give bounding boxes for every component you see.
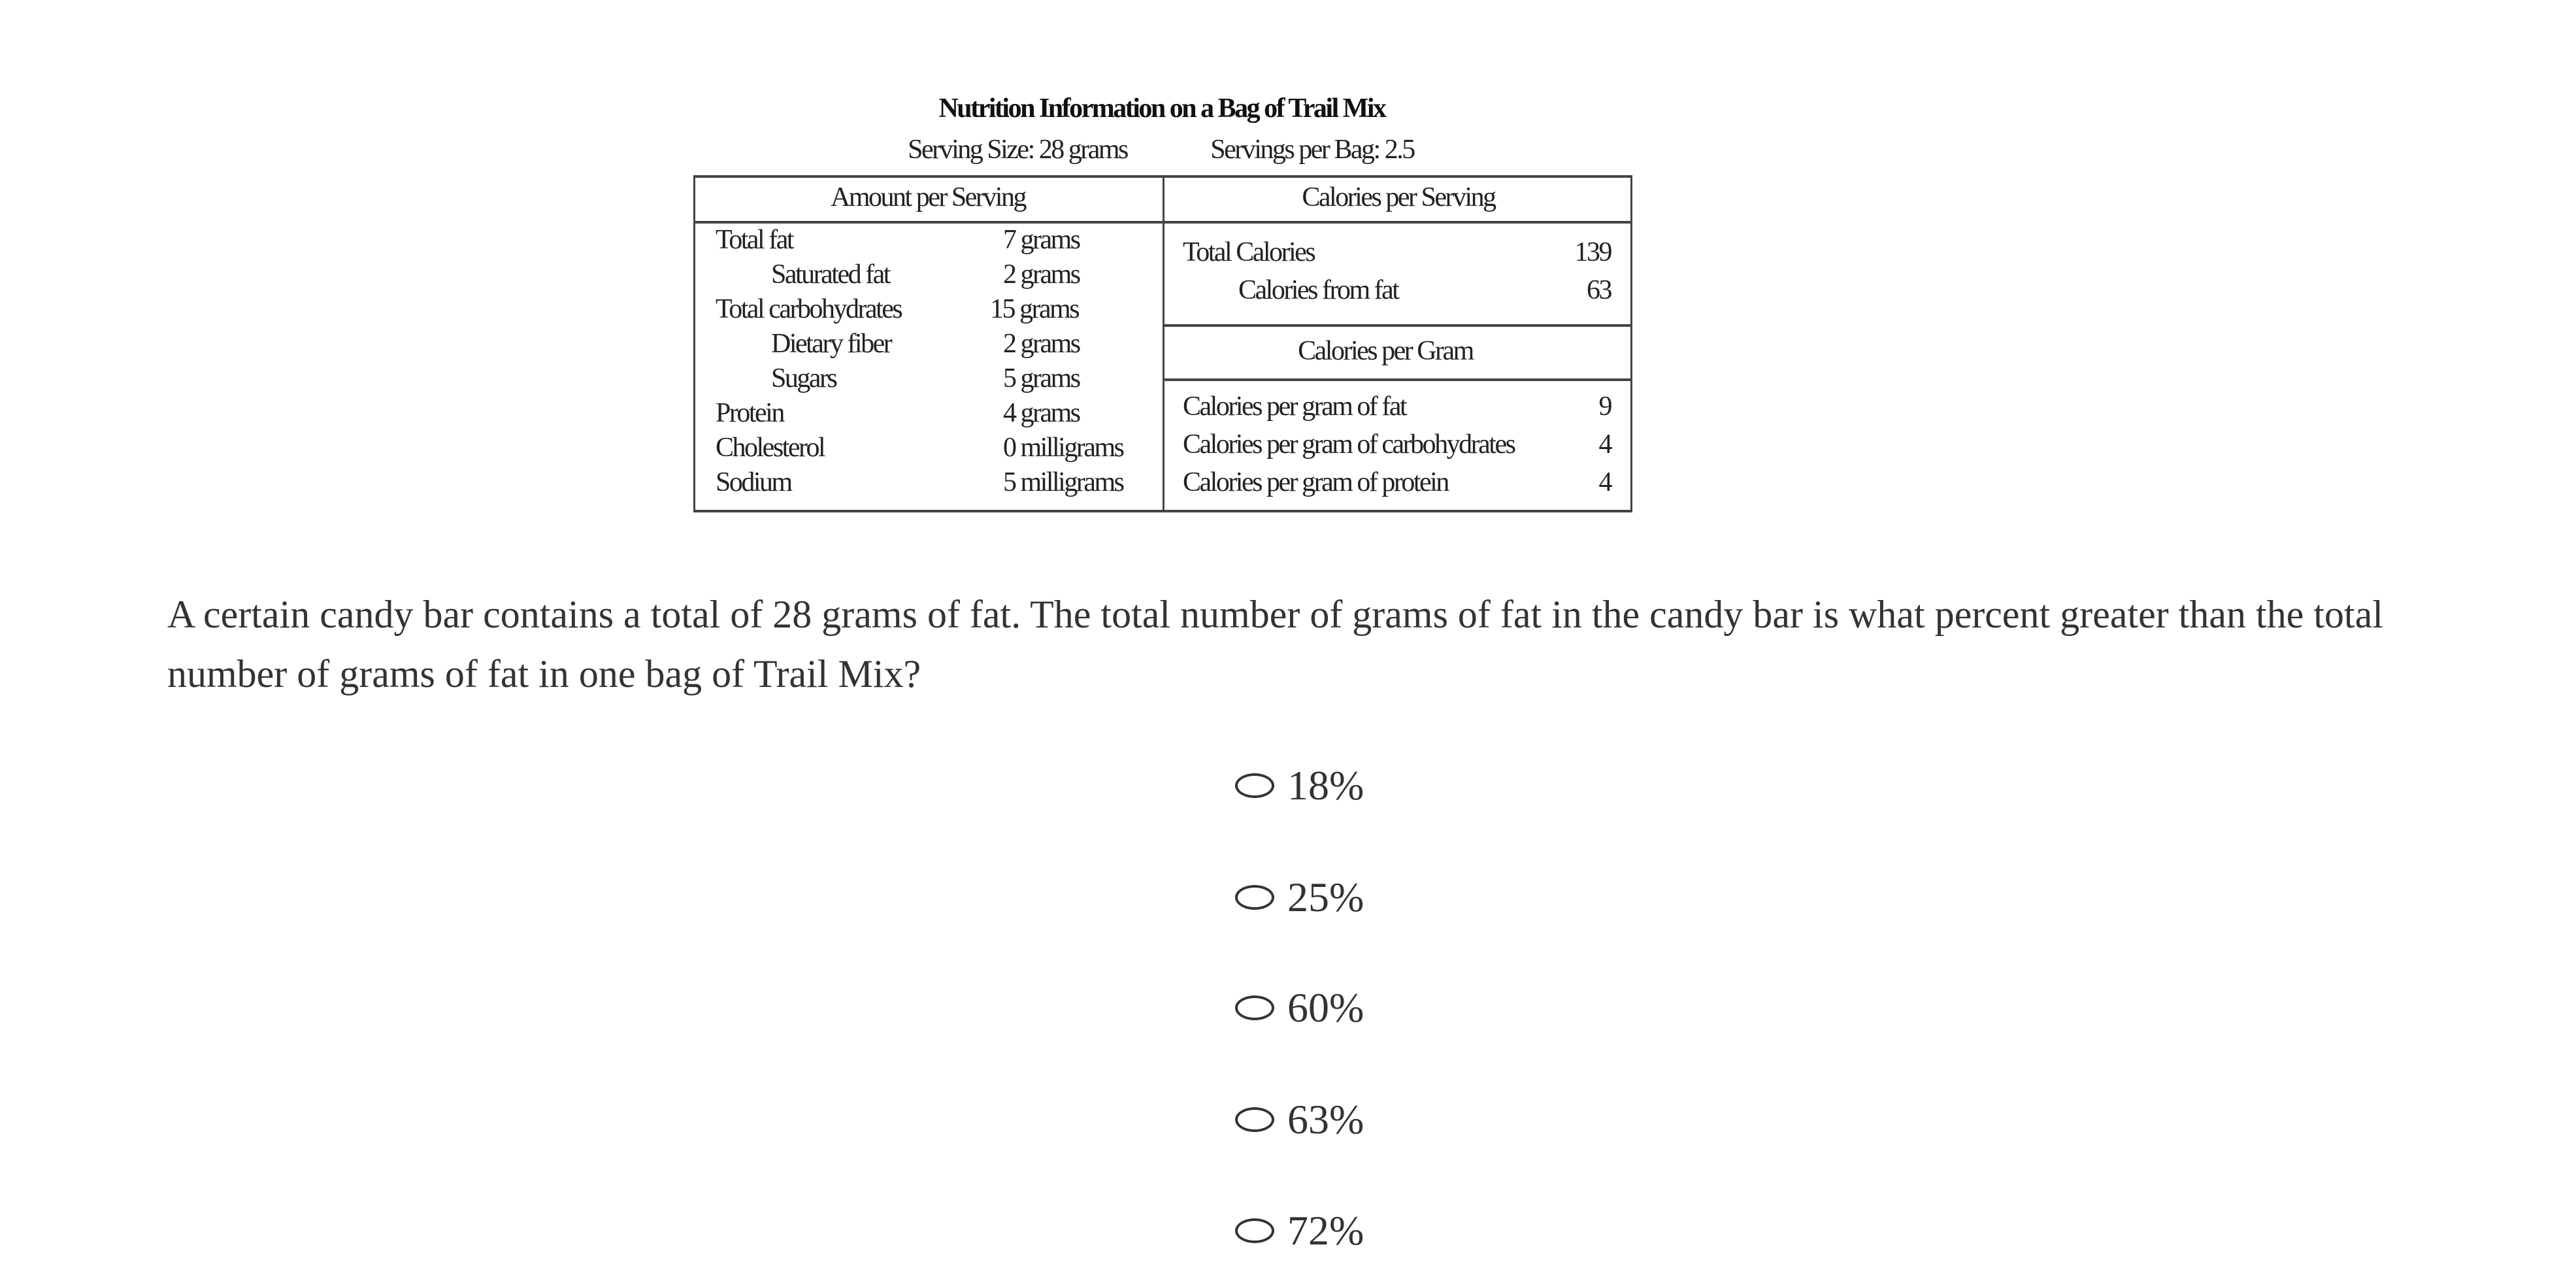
answer-option[interactable]: 60% (1235, 984, 1364, 1032)
figure-title: Nutrition Information on a Bag of Trail … (938, 93, 1387, 124)
answer-option[interactable]: 72% (1235, 1207, 1364, 1255)
answer-option-label: 25% (1287, 874, 1364, 920)
serving-size: Serving Size: 28 grams (908, 135, 1129, 165)
answer-option[interactable]: 18% (1235, 761, 1364, 810)
amount-row-label: Cholesterol (716, 433, 826, 463)
total-calories-label: Total Calories (1183, 237, 1316, 267)
amount-row-value: 0 milligrams (1003, 433, 1125, 463)
per-gram-fat-value: 9 (1598, 392, 1613, 422)
per-gram-protein-value: 4 (1598, 467, 1613, 497)
amount-row-value: 7 grams (1003, 225, 1081, 255)
calories-from-fat-label: Calories from fat (1238, 275, 1400, 305)
answer-option-label: 63% (1287, 1096, 1364, 1143)
servings-per-bag: Servings per Bag: 2.5 (1210, 135, 1415, 165)
answer-option[interactable]: 25% (1235, 873, 1364, 922)
amount-row-label: Dietary fiber (771, 329, 893, 359)
radio-button-icon[interactable] (1235, 885, 1274, 910)
question-text: A certain candy bar contains a total of … (167, 593, 2383, 695)
column-divider (1163, 175, 1164, 512)
radio-button-icon[interactable] (1235, 1218, 1274, 1243)
radio-button-icon[interactable] (1235, 995, 1274, 1020)
calories-from-fat-value: 63 (1587, 275, 1613, 305)
amount-row-value: 5 grams (1003, 363, 1081, 393)
amount-row-value: 2 grams (1003, 329, 1081, 359)
answer-option-label: 18% (1287, 762, 1364, 809)
amount-per-serving-header: Amount per Serving (831, 182, 1027, 212)
amount-row-value: 15 grams (990, 294, 1080, 324)
amount-row-label: Sugars (771, 363, 838, 393)
total-calories-value: 139 (1574, 237, 1613, 267)
amount-row-value: 4 grams (1003, 398, 1081, 428)
per-gram-fat-label: Calories per gram of fat (1183, 392, 1408, 422)
amount-row-label: Saturated fat (771, 259, 891, 290)
answer-option-label: 72% (1287, 1207, 1364, 1254)
radio-button-icon[interactable] (1235, 1107, 1274, 1132)
calories-per-serving-header: Calories per Serving (1302, 182, 1496, 212)
section-divider-1 (1163, 324, 1632, 327)
table-border-left (693, 175, 695, 512)
amount-row-value: 5 milligrams (1003, 467, 1125, 497)
per-gram-protein-label: Calories per gram of protein (1183, 467, 1449, 497)
per-gram-carbohydrates-value: 4 (1598, 429, 1613, 459)
calories-per-gram-header: Calories per Gram (1298, 336, 1474, 366)
table-border-right (1630, 175, 1632, 512)
amount-row-label: Protein (716, 398, 785, 428)
per-gram-carbohydrates-label: Calories per gram of carbohydrates (1183, 429, 1516, 459)
radio-button-icon[interactable] (1235, 773, 1274, 798)
answer-option[interactable]: 63% (1235, 1095, 1364, 1144)
section-divider-2 (1163, 378, 1632, 381)
amount-row-value: 2 grams (1003, 259, 1081, 290)
answer-option-label: 60% (1287, 984, 1364, 1031)
amount-row-label: Sodium (716, 467, 793, 497)
amount-row-label: Total carbohydrates (716, 294, 903, 324)
amount-row-label: Total fat (716, 225, 795, 255)
